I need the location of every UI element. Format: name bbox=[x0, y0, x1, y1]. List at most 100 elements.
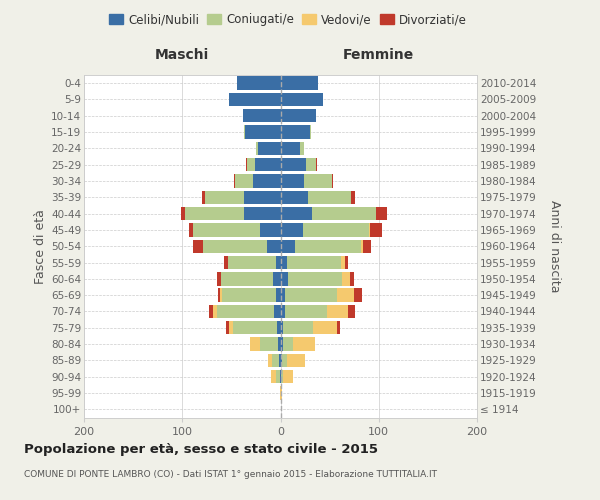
Bar bbox=[283, 321, 313, 334]
Bar bbox=[281, 174, 304, 188]
Bar bbox=[260, 224, 281, 236]
Bar bbox=[246, 158, 247, 172]
Bar bbox=[281, 321, 283, 334]
Bar bbox=[369, 224, 370, 236]
Bar bbox=[255, 158, 281, 172]
Bar bbox=[243, 109, 281, 122]
Text: Maschi: Maschi bbox=[155, 48, 209, 62]
Bar bbox=[247, 158, 255, 172]
Bar bbox=[283, 354, 287, 367]
Bar bbox=[217, 272, 221, 285]
Bar bbox=[275, 256, 281, 269]
Bar bbox=[281, 338, 283, 351]
Bar bbox=[281, 386, 283, 400]
Bar bbox=[281, 76, 318, 90]
Bar bbox=[275, 370, 280, 384]
Bar bbox=[245, 126, 281, 139]
Bar bbox=[253, 174, 281, 188]
Bar bbox=[221, 272, 272, 285]
Bar bbox=[281, 109, 316, 122]
Text: COMUNE DI PONTE LAMBRO (CO) - Dati ISTAT 1° gennaio 2015 - Elaborazione TUTTITAL: COMUNE DI PONTE LAMBRO (CO) - Dati ISTAT… bbox=[24, 470, 437, 479]
Bar bbox=[354, 288, 362, 302]
Bar bbox=[250, 338, 260, 351]
Bar bbox=[295, 240, 361, 253]
Bar bbox=[310, 126, 311, 139]
Bar bbox=[361, 240, 363, 253]
Bar bbox=[281, 370, 283, 384]
Bar bbox=[281, 240, 295, 253]
Bar bbox=[308, 190, 351, 204]
Bar bbox=[218, 288, 220, 302]
Bar bbox=[229, 321, 233, 334]
Bar bbox=[258, 142, 281, 155]
Bar bbox=[316, 158, 317, 172]
Bar bbox=[312, 207, 376, 220]
Bar bbox=[281, 126, 310, 139]
Bar bbox=[202, 190, 205, 204]
Bar bbox=[303, 224, 369, 236]
Bar bbox=[281, 190, 308, 204]
Bar bbox=[256, 142, 258, 155]
Bar bbox=[287, 256, 341, 269]
Bar bbox=[205, 190, 244, 204]
Bar bbox=[281, 256, 287, 269]
Bar bbox=[220, 288, 221, 302]
Bar bbox=[281, 93, 323, 106]
Bar bbox=[244, 126, 245, 139]
Bar bbox=[189, 224, 193, 236]
Bar bbox=[281, 354, 283, 367]
Bar bbox=[350, 272, 354, 285]
Legend: Celibi/Nubili, Coniugati/e, Vedovi/e, Divorziati/e: Celibi/Nubili, Coniugati/e, Vedovi/e, Di… bbox=[104, 8, 472, 31]
Bar bbox=[185, 207, 244, 220]
Bar bbox=[221, 288, 275, 302]
Bar bbox=[267, 240, 281, 253]
Bar bbox=[337, 288, 354, 302]
Bar bbox=[341, 256, 346, 269]
Bar bbox=[287, 354, 305, 367]
Bar bbox=[271, 370, 275, 384]
Bar bbox=[281, 272, 289, 285]
Y-axis label: Anni di nascita: Anni di nascita bbox=[548, 200, 560, 292]
Bar bbox=[376, 207, 386, 220]
Bar bbox=[313, 321, 337, 334]
Bar bbox=[286, 288, 337, 302]
Bar bbox=[278, 338, 281, 351]
Bar bbox=[363, 240, 371, 253]
Bar bbox=[351, 190, 355, 204]
Bar bbox=[281, 158, 306, 172]
Bar bbox=[277, 321, 281, 334]
Bar bbox=[300, 142, 304, 155]
Bar bbox=[229, 256, 275, 269]
Bar bbox=[281, 224, 303, 236]
Bar bbox=[278, 354, 281, 367]
Bar bbox=[203, 240, 267, 253]
Bar bbox=[181, 207, 185, 220]
Bar bbox=[209, 305, 213, 318]
Bar bbox=[244, 190, 281, 204]
Bar bbox=[289, 272, 343, 285]
Bar bbox=[280, 386, 281, 400]
Bar bbox=[226, 321, 229, 334]
Bar bbox=[237, 76, 281, 90]
Bar bbox=[272, 354, 278, 367]
Bar bbox=[293, 338, 315, 351]
Bar bbox=[286, 305, 326, 318]
Bar bbox=[275, 288, 281, 302]
Bar bbox=[281, 288, 286, 302]
Text: Popolazione per età, sesso e stato civile - 2015: Popolazione per età, sesso e stato civil… bbox=[24, 442, 378, 456]
Bar bbox=[306, 158, 316, 172]
Bar bbox=[193, 240, 203, 253]
Bar bbox=[337, 321, 340, 334]
Bar bbox=[326, 305, 348, 318]
Bar bbox=[280, 370, 281, 384]
Text: Femmine: Femmine bbox=[343, 48, 415, 62]
Bar bbox=[233, 321, 277, 334]
Bar bbox=[281, 207, 312, 220]
Bar bbox=[235, 174, 253, 188]
Bar bbox=[193, 224, 260, 236]
Y-axis label: Fasce di età: Fasce di età bbox=[34, 209, 47, 284]
Bar bbox=[283, 370, 293, 384]
Bar bbox=[274, 305, 281, 318]
Bar bbox=[348, 305, 355, 318]
Bar bbox=[283, 338, 293, 351]
